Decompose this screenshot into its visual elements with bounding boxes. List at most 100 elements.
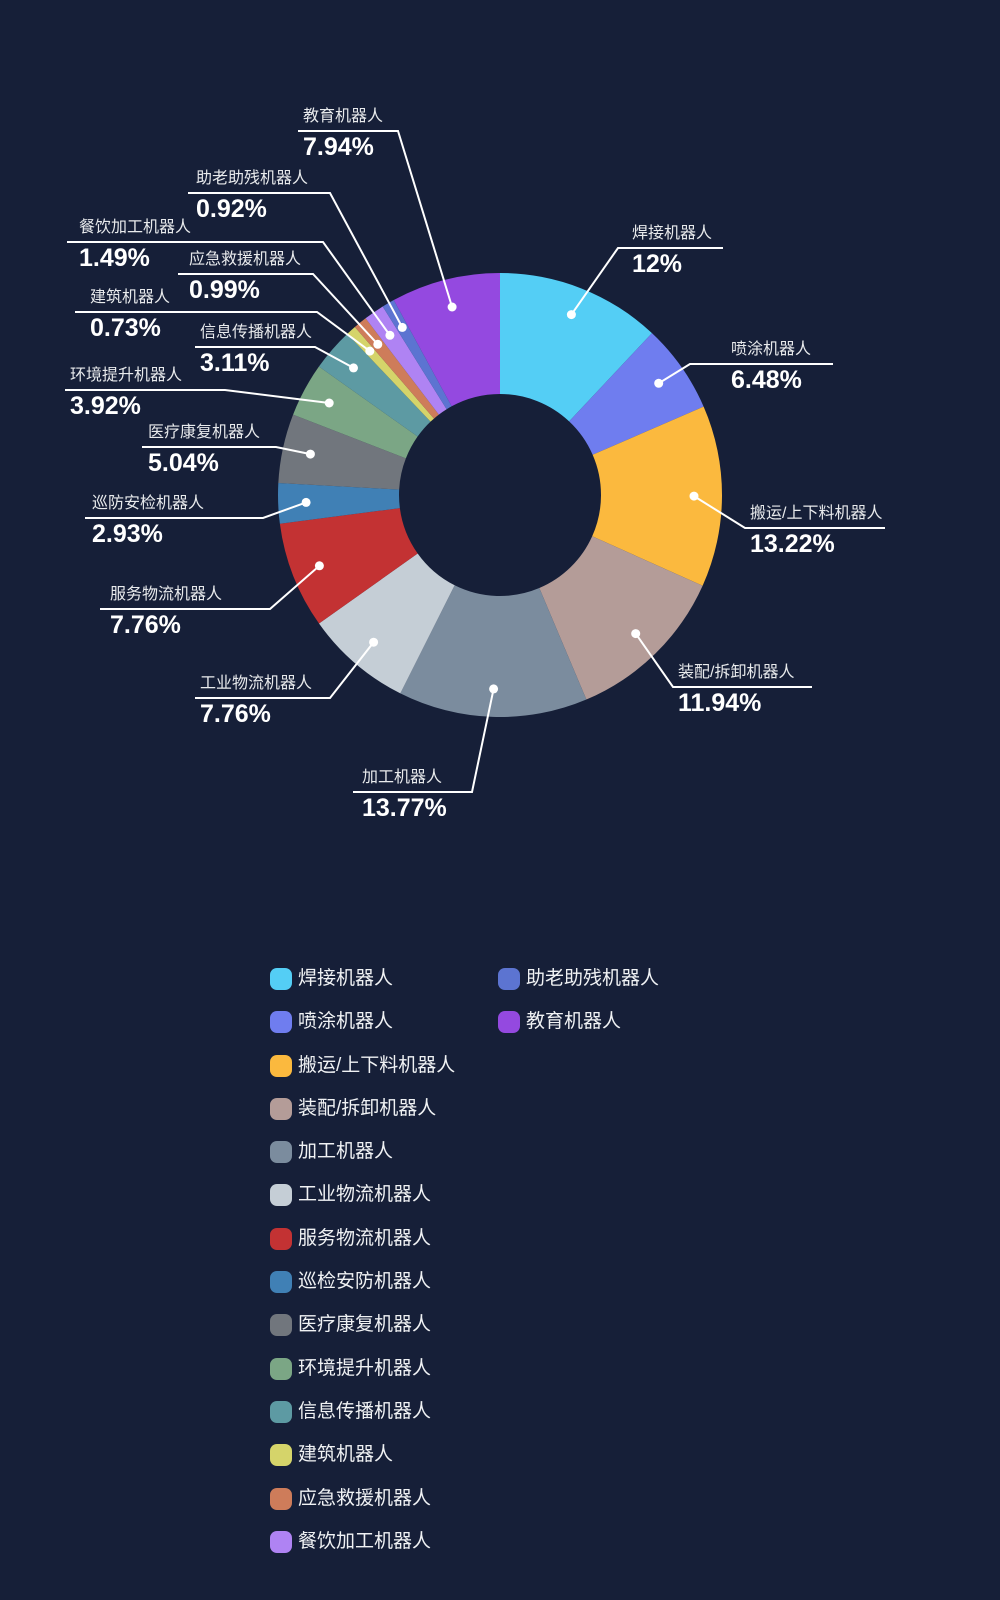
legend-label: 服务物流机器人	[298, 1227, 432, 1249]
label-line-processing-robot	[353, 688, 495, 793]
label-dot-information-robot	[349, 363, 358, 373]
callout-label: 巡防安检机器人	[92, 495, 205, 512]
pie-slice-spraying-robot[interactable]	[569, 333, 704, 455]
legend-item-industrial-logistics-robot[interactable]: 工业物流机器人	[270, 1184, 455, 1207]
label-line-service-logistics-robot	[100, 565, 321, 610]
callout-handling-loading-robot: 搬运/上下料机器人 13.22%	[750, 504, 882, 557]
legend-swatch	[270, 1054, 292, 1077]
callout-label: 医疗康复机器人	[148, 424, 261, 441]
callout-value: 0.99%	[189, 276, 260, 304]
pie-slice-assembly-disassembly-robot[interactable]	[539, 536, 703, 700]
callout-elderly-assist-robot: 助老助残机器人 0.92%	[196, 169, 308, 222]
legend-swatch	[498, 968, 520, 990]
callout-label: 装配/拆卸机器人	[678, 664, 795, 681]
legend-swatch	[270, 1097, 292, 1120]
legend-label: 装配/拆卸机器人	[298, 1097, 437, 1119]
pie-slice-welding-robot[interactable]	[500, 273, 652, 422]
pie-slice-medical-rehab-robot[interactable]	[278, 414, 406, 490]
legend-item-handling-loading-robot[interactable]: 搬运/上下料机器人	[270, 1054, 455, 1077]
callout-value: 1.49%	[79, 244, 150, 272]
callout-value: 5.04%	[148, 449, 219, 477]
label-dot-emergency-rescue-robot	[373, 339, 383, 349]
callout-label: 助老助残机器人	[196, 170, 309, 187]
legend-swatch	[270, 1530, 292, 1553]
legend-item-education-robot[interactable]: 教育机器人	[498, 1011, 659, 1034]
label-line-welding-robot	[570, 247, 723, 316]
label-line-assembly-disassembly-robot	[634, 633, 812, 688]
callout-label: 喷涂机器人	[731, 341, 812, 358]
legend-label: 建筑机器人	[298, 1444, 394, 1466]
callout-patrol-security-robot: 巡防安检机器人 2.93%	[92, 494, 204, 547]
legend-item-processing-robot[interactable]: 加工机器人	[270, 1141, 455, 1164]
callout-education-robot: 教育机器人 7.94%	[303, 107, 383, 160]
label-line-information-robot	[195, 346, 354, 369]
pie-slice-education-robot[interactable]	[393, 273, 500, 407]
pie-slice-handling-loading-robot[interactable]	[592, 406, 723, 586]
callout-value: 11.94%	[678, 689, 762, 717]
pie-slice-processing-robot[interactable]	[400, 585, 587, 718]
legend-item-emergency-rescue-robot[interactable]: 应急救援机器人	[270, 1487, 455, 1510]
callout-label: 工业物流机器人	[200, 675, 313, 692]
legend-label: 喷涂机器人	[298, 1011, 394, 1033]
label-dot-industrial-logistics-robot	[369, 637, 379, 647]
legend-label: 医疗康复机器人	[298, 1314, 432, 1336]
callout-value: 3.11%	[200, 349, 270, 377]
legend-item-information-robot[interactable]: 信息传播机器人	[270, 1400, 455, 1423]
pie-slice-service-logistics-robot[interactable]	[279, 508, 418, 624]
callout-value: 7.76%	[200, 700, 271, 728]
callout-label: 建筑机器人	[90, 289, 171, 306]
label-line-patrol-security-robot	[85, 501, 307, 519]
callout-label: 环境提升机器人	[70, 367, 183, 384]
label-line-emergency-rescue-robot	[178, 273, 379, 345]
callout-label: 服务物流机器人	[110, 586, 223, 603]
legend-item-spraying-robot[interactable]: 喷涂机器人	[270, 1011, 455, 1034]
callout-value: 2.93%	[92, 520, 163, 548]
pie-slice-industrial-logistics-robot[interactable]	[319, 553, 455, 694]
legend-item-environment-improvement-robot[interactable]: 环境提升机器人	[270, 1357, 455, 1380]
legend-item-medical-rehab-robot[interactable]: 医疗康复机器人	[270, 1314, 455, 1337]
legend-item-catering-robot[interactable]: 餐饮加工机器人	[270, 1530, 455, 1553]
label-line-spraying-robot	[658, 363, 833, 385]
legend-swatch	[270, 1357, 292, 1380]
legend-label: 焊接机器人	[298, 968, 394, 989]
legend-swatch	[270, 1011, 292, 1034]
legend-item-patrol-security-robot[interactable]: 巡检安防机器人	[270, 1271, 455, 1294]
label-dot-elderly-assist-robot	[397, 322, 407, 332]
donut-chart	[65, 130, 885, 793]
callout-assembly-disassembly-robot: 装配/拆卸机器人 11.94%	[678, 663, 794, 716]
callout-welding-robot: 焊接机器人 12%	[632, 224, 712, 277]
callout-value: 7.94%	[303, 133, 374, 161]
callout-label: 餐饮加工机器人	[79, 219, 192, 236]
label-line-elderly-assist-robot	[188, 192, 404, 328]
label-dot-assembly-disassembly-robot	[631, 629, 641, 639]
legend-label: 信息传播机器人	[298, 1400, 432, 1422]
label-dot-catering-robot	[385, 330, 395, 340]
legend-swatch	[270, 1141, 292, 1164]
label-line-catering-robot	[67, 241, 391, 336]
label-line-medical-rehab-robot	[142, 446, 311, 456]
legend-label: 应急救援机器人	[298, 1487, 432, 1509]
callout-value: 13.77%	[362, 794, 447, 822]
label-dot-environment-improvement-robot	[324, 398, 334, 408]
callout-catering-robot: 餐饮加工机器人 1.49%	[79, 218, 191, 271]
legend-label: 教育机器人	[526, 1011, 622, 1033]
legend-swatch	[498, 1011, 520, 1034]
legend-item-construction-robot[interactable]: 建筑机器人	[270, 1444, 455, 1467]
pie-slice-patrol-security-robot[interactable]	[277, 483, 400, 524]
legend-label: 加工机器人	[298, 1141, 394, 1163]
legend-label: 环境提升机器人	[298, 1357, 432, 1379]
label-dot-handling-loading-robot	[689, 491, 699, 501]
pie-slice-environment-improvement-robot[interactable]	[293, 366, 418, 459]
legend-item-welding-robot[interactable]: 焊接机器人	[270, 968, 455, 990]
callout-medical-rehab-robot: 医疗康复机器人 5.04%	[148, 423, 260, 476]
legend-item-assembly-disassembly-robot[interactable]: 装配/拆卸机器人	[270, 1097, 455, 1120]
pie-slice-information-robot[interactable]	[318, 333, 431, 437]
callout-label: 加工机器人	[362, 769, 443, 786]
legend-swatch	[270, 1184, 292, 1207]
label-dot-spraying-robot	[654, 378, 664, 388]
legend-label: 巡检安防机器人	[298, 1271, 432, 1293]
legend-item-elderly-assist-robot[interactable]: 助老助残机器人	[498, 968, 659, 990]
legend-item-service-logistics-robot[interactable]: 服务物流机器人	[270, 1227, 455, 1250]
legend-column-left: 焊接机器人 喷涂机器人 搬运/上下料机器人 装配/拆卸机器人 加工机器人 工业物…	[270, 968, 455, 1553]
label-dot-welding-robot	[566, 310, 576, 320]
